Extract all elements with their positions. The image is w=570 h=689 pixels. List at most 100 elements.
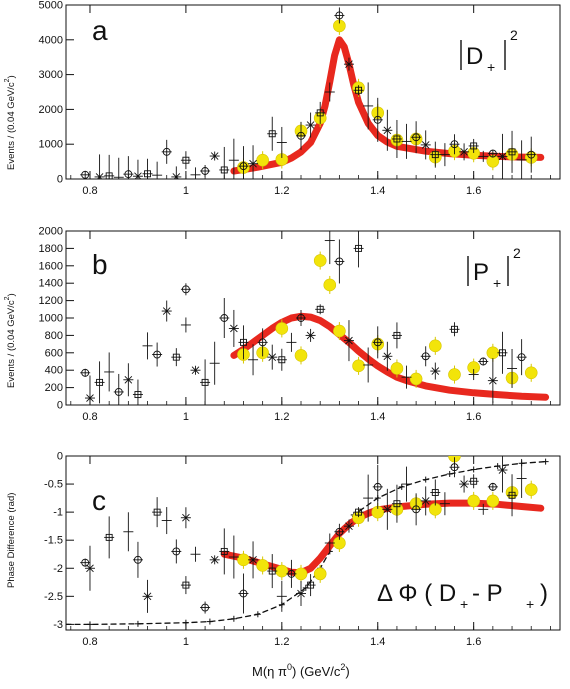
fit-point [390, 359, 404, 378]
data-point [94, 361, 105, 404]
data-point [248, 145, 259, 179]
data-point [132, 379, 143, 405]
data-point [459, 475, 470, 493]
data-point [516, 140, 527, 179]
y-tick-label: -2.5 [44, 591, 63, 603]
data-point [363, 474, 374, 522]
data-point [104, 154, 115, 179]
data-point [142, 332, 153, 360]
y-tick-label: 400 [45, 365, 63, 377]
fit-point [275, 319, 289, 338]
data-point [391, 322, 402, 349]
y-tick-label: 2000 [39, 226, 63, 238]
y-tick-label: 2000 [39, 104, 63, 116]
data-point [305, 574, 316, 597]
x-tick-label: 1.2 [274, 411, 289, 423]
data-point [343, 57, 354, 71]
fit-point [294, 346, 308, 365]
x-tick-label: 1 [183, 185, 189, 197]
data-point [200, 359, 211, 405]
fit-point [486, 491, 500, 510]
fit-point [256, 151, 269, 170]
data-point [343, 519, 354, 533]
data-point [478, 150, 489, 162]
data-point [305, 112, 316, 138]
data-point [324, 533, 335, 553]
x-tick-label: 0.8 [82, 185, 97, 197]
data-point [487, 482, 498, 491]
data-point [353, 507, 364, 518]
y-tick-label: 1800 [39, 243, 63, 255]
data-point [516, 458, 527, 498]
data-point [305, 328, 316, 342]
annotation-c-middle: - P [472, 580, 503, 607]
data-point [382, 341, 393, 371]
data-point [296, 121, 307, 150]
y-tick-label: -3 [53, 619, 63, 631]
data-point [219, 298, 230, 338]
data-point [267, 116, 278, 151]
data-point [497, 331, 508, 374]
data-point [228, 309, 239, 347]
data-point [286, 332, 297, 352]
y-tick-label: 1000 [39, 313, 63, 325]
data-point [161, 300, 172, 322]
data-point [401, 365, 412, 389]
x-axis-label: M(η π0) (GeV/c2) [252, 662, 350, 679]
panel-c: c Δ Φ ( D + - P + ) Phase Difference (ra… [6, 451, 561, 679]
data-point [171, 539, 182, 564]
fit-point [524, 480, 538, 499]
data-point [190, 365, 201, 375]
data-point [180, 283, 191, 296]
data-point [132, 541, 143, 578]
panel-b-annotation: P + 2 [467, 245, 521, 291]
x-tick-label: 1 [183, 636, 189, 648]
data-point [84, 545, 95, 591]
y-tick-label: 5000 [39, 0, 63, 12]
data-point [238, 325, 249, 360]
data-point [152, 497, 163, 528]
data-point [228, 535, 239, 579]
annotation-a-letter: D [466, 43, 483, 70]
annotation-a-superscript: 2 [510, 27, 518, 43]
data-point [94, 154, 105, 179]
y-tick-label: 4000 [39, 34, 63, 46]
data-point [411, 493, 422, 526]
data-point [171, 166, 182, 179]
fit-point [352, 356, 365, 375]
fit-point [313, 564, 327, 583]
panel-b-letter: b [92, 249, 108, 280]
data-point [334, 7, 345, 24]
data-point [209, 555, 220, 565]
panel-c-annotation: Δ Φ ( D + - P + ) [377, 580, 548, 612]
data-point [334, 523, 345, 540]
y-tick-label: 0 [57, 174, 63, 186]
x-tick-label: 0.8 [82, 636, 97, 648]
data-point [468, 138, 479, 153]
y-tick-label: 1400 [39, 278, 63, 290]
data-point [468, 474, 479, 489]
fit-point [313, 251, 327, 270]
data-point [161, 139, 172, 164]
fit-point [237, 550, 250, 569]
data-point [439, 492, 450, 516]
x-tick-label: 1.2 [274, 636, 289, 648]
data-point [487, 149, 498, 158]
data-point [372, 326, 383, 359]
x-tick-label: 0.8 [82, 411, 97, 423]
y-tick-label: -1.5 [44, 535, 63, 547]
y-tick-label: 200 [45, 382, 63, 394]
data-point [382, 488, 393, 530]
data-point [478, 357, 489, 366]
annotation-c-main: Δ Φ ( D [377, 580, 456, 607]
data-point [516, 339, 527, 376]
data-point [228, 138, 239, 179]
data-point [343, 320, 354, 362]
data-point [487, 358, 498, 404]
y-tick-label: 0 [57, 400, 63, 412]
data-point [334, 239, 345, 284]
data-point [113, 373, 124, 405]
y-tick-label: 1600 [39, 260, 63, 272]
data-point [401, 466, 412, 502]
y-tick-label: 600 [45, 347, 63, 359]
